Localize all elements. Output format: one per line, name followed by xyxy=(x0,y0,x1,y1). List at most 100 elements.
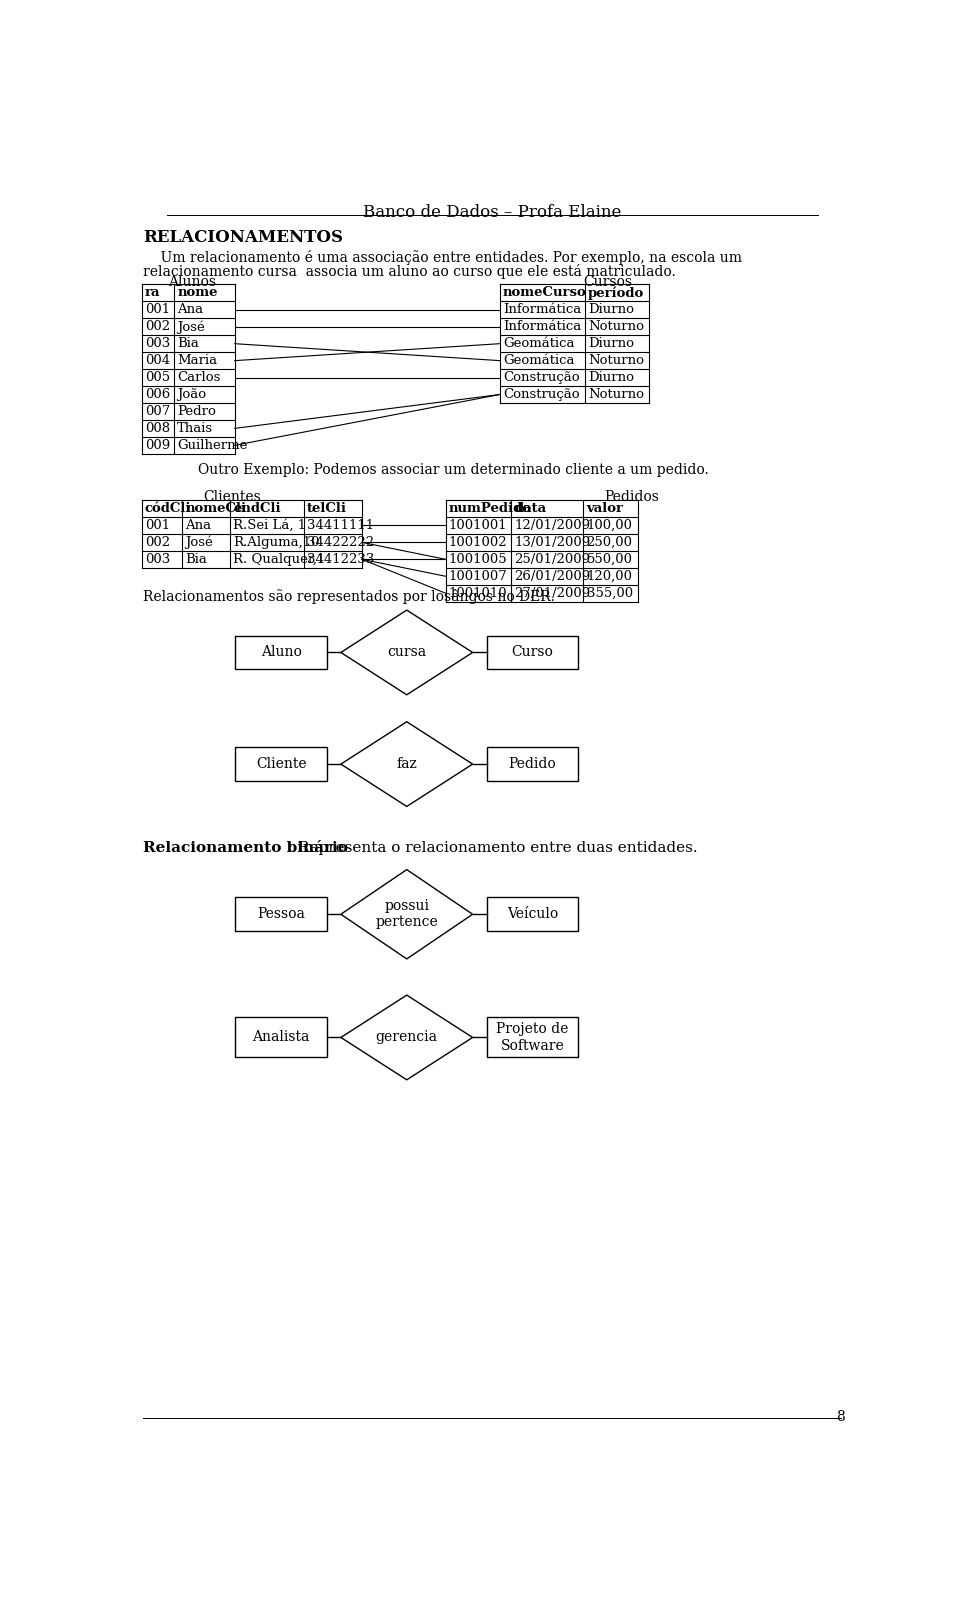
Text: Guilherme: Guilherme xyxy=(178,438,248,451)
Text: Diurno: Diurno xyxy=(588,338,635,350)
Text: Projeto de
Software: Projeto de Software xyxy=(496,1022,568,1053)
Text: 003: 003 xyxy=(145,552,170,566)
Text: 26/01/2009: 26/01/2009 xyxy=(515,570,590,582)
Bar xyxy=(235,747,327,781)
Text: nomeCli: nomeCli xyxy=(185,502,246,515)
Text: possui
pertence: possui pertence xyxy=(375,899,438,930)
Text: 34422222: 34422222 xyxy=(307,536,373,549)
Text: Noturno: Noturno xyxy=(588,389,644,402)
Bar xyxy=(235,635,327,669)
Bar xyxy=(487,898,578,931)
Polygon shape xyxy=(341,722,472,806)
Text: 009: 009 xyxy=(145,438,170,451)
Text: 355,00: 355,00 xyxy=(587,587,633,600)
Text: Construção: Construção xyxy=(503,371,580,384)
Text: Pedido: Pedido xyxy=(509,757,556,771)
Text: Diurno: Diurno xyxy=(588,304,635,317)
Text: Maria: Maria xyxy=(178,354,218,366)
Text: Geomática: Geomática xyxy=(503,354,574,366)
Text: 1001001: 1001001 xyxy=(448,518,507,531)
Text: 006: 006 xyxy=(145,389,170,402)
Text: Thais: Thais xyxy=(178,422,213,435)
Text: Informática: Informática xyxy=(503,304,581,317)
Text: R. Qualquer,1: R. Qualquer,1 xyxy=(233,552,325,566)
Text: 250,00: 250,00 xyxy=(587,536,633,549)
Text: faz: faz xyxy=(396,757,418,771)
Text: R.Sei Lá, 1: R.Sei Lá, 1 xyxy=(233,518,306,531)
Text: Alunos: Alunos xyxy=(168,275,216,290)
Text: 34411111: 34411111 xyxy=(307,518,373,531)
Text: Noturno: Noturno xyxy=(588,320,644,333)
Text: 003: 003 xyxy=(145,338,170,350)
Text: 004: 004 xyxy=(145,354,170,366)
Text: nomeCurso: nomeCurso xyxy=(503,286,587,299)
Text: 25/01/2009: 25/01/2009 xyxy=(515,552,590,566)
Text: nome: nome xyxy=(178,286,218,299)
Text: Um relacionamento é uma associação entre entidades. Por exemplo, na escola um: Um relacionamento é uma associação entre… xyxy=(143,250,742,264)
Text: Diurno: Diurno xyxy=(588,371,635,384)
Text: 34412233: 34412233 xyxy=(307,552,374,566)
Text: José: José xyxy=(178,320,205,333)
Text: RELACIONAMENTOS: RELACIONAMENTOS xyxy=(143,229,344,246)
Text: 008: 008 xyxy=(145,422,170,435)
Polygon shape xyxy=(341,995,472,1080)
Text: 27/01/2009: 27/01/2009 xyxy=(515,587,590,600)
Text: Noturno: Noturno xyxy=(588,354,644,366)
Text: Relacionamento binário: Relacionamento binário xyxy=(143,842,348,854)
Text: Geomática: Geomática xyxy=(503,338,574,350)
Bar xyxy=(487,1018,578,1058)
Text: 100,00: 100,00 xyxy=(587,518,633,531)
Text: telCli: telCli xyxy=(307,502,347,515)
Text: Cliente: Cliente xyxy=(256,757,306,771)
Text: Relacionamentos são representados por losângos no DER.: Relacionamentos são representados por lo… xyxy=(143,589,555,605)
Text: 007: 007 xyxy=(145,405,170,418)
Text: Bia: Bia xyxy=(178,338,200,350)
Text: 001: 001 xyxy=(145,518,170,531)
Text: período: período xyxy=(588,286,644,299)
Polygon shape xyxy=(341,610,472,694)
Text: 002: 002 xyxy=(145,536,170,549)
Text: Analista: Analista xyxy=(252,1030,310,1045)
Bar xyxy=(235,898,327,931)
Text: valor: valor xyxy=(587,502,624,515)
Text: 550,00: 550,00 xyxy=(587,552,633,566)
Polygon shape xyxy=(341,870,472,958)
Text: códCli: códCli xyxy=(145,502,191,515)
Text: data: data xyxy=(515,502,546,515)
Text: Ana: Ana xyxy=(185,518,211,531)
Text: numPedido: numPedido xyxy=(448,502,532,515)
Bar xyxy=(487,747,578,781)
Text: 002: 002 xyxy=(145,320,170,333)
Text: Veículo: Veículo xyxy=(507,907,558,922)
Text: Pedidos: Pedidos xyxy=(604,490,659,504)
Text: Banco de Dados – Profa Elaine: Banco de Dados – Profa Elaine xyxy=(363,203,621,221)
Text: : Representa o relacionamento entre duas entidades.: : Representa o relacionamento entre duas… xyxy=(283,842,697,854)
Text: 13/01/2009: 13/01/2009 xyxy=(515,536,590,549)
Text: Cursos: Cursos xyxy=(584,275,633,290)
Text: Bia: Bia xyxy=(185,552,207,566)
Text: 1001002: 1001002 xyxy=(448,536,507,549)
Text: gerencia: gerencia xyxy=(375,1030,438,1045)
Text: cursa: cursa xyxy=(387,645,426,659)
Text: 1001005: 1001005 xyxy=(448,552,507,566)
Bar xyxy=(487,635,578,669)
Text: José: José xyxy=(185,536,213,549)
Text: 001: 001 xyxy=(145,304,170,317)
Text: Curso: Curso xyxy=(512,645,553,659)
Text: ra: ra xyxy=(145,286,160,299)
Text: relacionamento cursa  associa um aluno ao curso que ele está matriculado.: relacionamento cursa associa um aluno ao… xyxy=(143,264,676,278)
Text: Outro Exemplo: Podemos associar um determinado cliente a um pedido.: Outro Exemplo: Podemos associar um deter… xyxy=(198,462,708,477)
Text: Carlos: Carlos xyxy=(178,371,221,384)
Text: João: João xyxy=(178,389,206,402)
Text: Aluno: Aluno xyxy=(261,645,301,659)
Text: R.Alguma,10: R.Alguma,10 xyxy=(233,536,320,549)
Text: Pedro: Pedro xyxy=(178,405,216,418)
Text: Clientes: Clientes xyxy=(204,490,261,504)
Text: Informática: Informática xyxy=(503,320,581,333)
Text: Ana: Ana xyxy=(178,304,204,317)
Bar xyxy=(235,1018,327,1058)
Text: 120,00: 120,00 xyxy=(587,570,633,582)
Text: 12/01/2009: 12/01/2009 xyxy=(515,518,590,531)
Text: endCli: endCli xyxy=(233,502,280,515)
Text: Construção: Construção xyxy=(503,389,580,402)
